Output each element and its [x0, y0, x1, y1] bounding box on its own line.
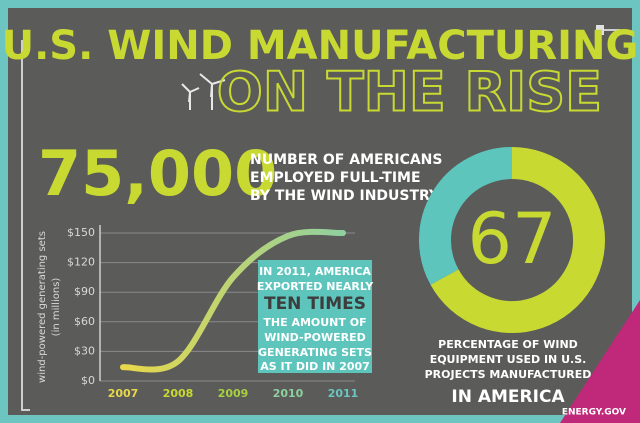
stat-line: NUMBER OF AMERICANS [250, 152, 442, 168]
donut-chart: 67 PERCENTAGE OF WIND EQUIPMENT USED IN U.… [419, 147, 605, 407]
line-chart: $0 $30 $60 $90 $120 $150 wind-powered generati… [37, 225, 374, 400]
callout-line: GENERATING SETS [258, 346, 372, 359]
plug [596, 25, 604, 35]
x-tick-label: 2009 [218, 387, 249, 400]
y-tick-label: $150 [67, 226, 95, 239]
y-tick-label: $60 [74, 315, 95, 328]
title: U.S. WIND MANUFACTURING [2, 23, 639, 69]
stat-line: EMPLOYED FULL-TIME [250, 170, 421, 186]
callout-line: IN 2011, AMERICA [259, 265, 371, 278]
y-tick-label: $120 [67, 256, 95, 269]
x-tick-label: 2011 [328, 387, 359, 400]
donut-caption: EQUIPMENT USED IN U.S. [430, 353, 587, 366]
callout-line: THE AMOUNT OF [263, 316, 366, 329]
subtitle: ON THE RISE [217, 61, 602, 124]
y-tick-label: $90 [74, 285, 95, 298]
donut-segment [430, 147, 605, 333]
x-tick-label: 2007 [108, 387, 139, 400]
y-tick-label: $0 [81, 374, 95, 387]
stat-value: 75,000 [38, 137, 277, 210]
donut-value: 67 [467, 198, 556, 280]
source: ENERGY.GOV [562, 408, 626, 418]
turbines [181, 73, 226, 110]
line [120, 228, 346, 373]
callout-line: EXPORTED NEARLY [257, 280, 374, 293]
callout-line: AS IT DID IN 2007 [260, 360, 370, 373]
donut-segment [419, 147, 513, 285]
callout-line: WIND-POWERED [264, 331, 366, 344]
callout-line: TEN TIMES [264, 294, 366, 314]
donut-caption: PROJECTS MANUFACTURED [425, 368, 592, 381]
y-axis-label: wind-powered generating sets [37, 231, 48, 383]
corner [560, 300, 640, 423]
donut-caption: PERCENTAGE OF WIND [438, 338, 578, 351]
y-tick-label: $30 [74, 344, 95, 357]
stat-text: NUMBER OF AMERICANS EMPLOYED FULL-TIME BY … [250, 152, 442, 204]
x-tick-label: 2010 [273, 387, 304, 400]
callout-box [258, 260, 372, 373]
donut-emphasis: IN AMERICA [451, 387, 565, 407]
stat-line: BY THE WIND INDUSTRY [250, 188, 440, 204]
x-tick-label: 2008 [163, 387, 194, 400]
y-axis-label-sub: (in millions) [51, 278, 62, 337]
